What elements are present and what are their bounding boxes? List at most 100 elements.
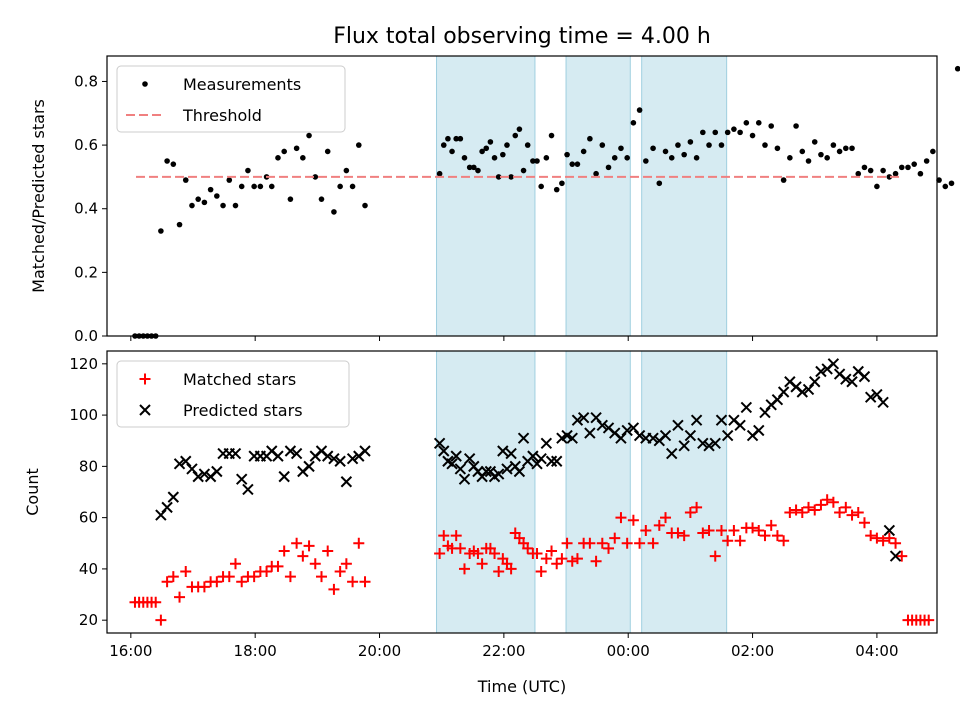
matched-star-point (691, 501, 703, 513)
predicted-star-point (796, 386, 809, 398)
matched-star-point (596, 537, 608, 549)
predicted-star-point (284, 445, 297, 457)
predicted-star-point (322, 450, 334, 462)
predicted-star-point (340, 476, 353, 488)
measurement-point (587, 135, 593, 142)
predicted-star-point (161, 501, 173, 514)
predicted-star-point (192, 470, 204, 483)
matched-star-point (852, 507, 864, 519)
predicted-star-point (709, 437, 721, 449)
matched-star-point (566, 555, 578, 567)
shaded-interval-3 (641, 350, 728, 634)
predicted-star-point (590, 411, 602, 424)
x-tick-label: 18:00 (234, 642, 277, 660)
matched-star-point (522, 542, 534, 554)
figure-title: Flux total observing time = 4.00 h (333, 24, 711, 49)
measurement-point (693, 155, 700, 161)
measurement-point (892, 170, 899, 177)
predicted-star-point (734, 419, 746, 432)
measurement-point (886, 174, 893, 180)
matched-star-point (890, 537, 902, 549)
measurement-point (170, 161, 177, 167)
measurement-point (293, 145, 300, 152)
measurement-point (611, 155, 618, 161)
measurement-point (281, 148, 287, 155)
matched-star-point (450, 530, 462, 542)
predicted-star-point (272, 450, 284, 462)
measurement-point (712, 129, 719, 136)
predicted-star-point (454, 463, 467, 475)
predicted-star-point (527, 450, 539, 462)
measurement-point (593, 170, 599, 177)
matched-star-point (322, 545, 334, 557)
predicted-star-point (721, 429, 734, 442)
measurement-point (564, 151, 570, 158)
predicted-star-point (621, 424, 633, 437)
measurement-point (574, 161, 581, 167)
predicted-star-point (883, 524, 896, 537)
measurement-point (182, 177, 189, 183)
measurement-point (774, 145, 781, 152)
legend-label: Matched stars (183, 370, 296, 389)
measurement-point (500, 151, 506, 158)
matched-star-point (771, 530, 783, 542)
legend-matched-swatch (139, 373, 151, 385)
x-tick-label: 16:00 (109, 642, 152, 660)
measurement-point (520, 167, 527, 174)
measurement-point (675, 142, 681, 148)
measurement-point (824, 155, 830, 161)
measurement-point (559, 180, 565, 187)
matched-star-point (590, 555, 602, 567)
matched-star-point (291, 537, 303, 549)
measurement-point (930, 148, 936, 155)
predicted-star-point (771, 394, 784, 406)
measurement-point (787, 155, 793, 161)
matched-star-point (150, 596, 162, 608)
measurement-point (737, 129, 743, 136)
legend-label: Measurements (183, 75, 301, 94)
measurement-point (475, 167, 481, 174)
matched-star-point (722, 535, 734, 547)
measurement-point (923, 158, 930, 164)
measurement-point (491, 155, 498, 161)
measurement-point (238, 183, 245, 190)
shaded-interval-3 (641, 55, 728, 337)
measurement-point (743, 120, 750, 126)
measurement-point (799, 148, 806, 155)
measurement-point (268, 183, 275, 190)
measurement-point (504, 142, 510, 148)
predicted-star-point (753, 424, 765, 437)
measurement-point (843, 145, 849, 152)
predicted-star-point (759, 406, 771, 419)
measurement-point (898, 164, 905, 171)
predicted-star-point (666, 447, 678, 460)
measurement-point (624, 155, 630, 161)
matched-star-point (309, 558, 321, 570)
legend-label: Threshold (182, 106, 262, 125)
y-tick-label: 80 (79, 457, 98, 475)
predicted-star-point (815, 365, 827, 378)
measurement-point (830, 142, 837, 148)
bottom-axes: 20 40 60 80 100 120 16:00 18:00 20:00 22:00 00:00 0… (23, 350, 938, 660)
axes-frame (106, 350, 938, 634)
legend-frame (116, 360, 350, 428)
predicted-star-point (615, 432, 627, 444)
matched-star-point (531, 548, 543, 560)
measurement-point (643, 158, 649, 164)
predicted-star-point (684, 429, 697, 442)
predicted-star-point (235, 473, 248, 485)
matched-star-point (236, 576, 248, 588)
predicted-star-point (858, 370, 871, 383)
predicted-star-point (715, 414, 728, 426)
predicted-star-point (180, 455, 192, 467)
measurement-point (811, 139, 818, 145)
matched-star-point (634, 537, 646, 549)
matched-star-point (472, 548, 484, 560)
matched-star-point (815, 499, 827, 511)
measurement-point (538, 183, 544, 190)
measurement-point (226, 177, 233, 183)
matched-star-point (303, 540, 315, 552)
measurement-point (681, 151, 687, 158)
matched-star-point (315, 571, 327, 583)
predicted-star-point (703, 440, 715, 452)
